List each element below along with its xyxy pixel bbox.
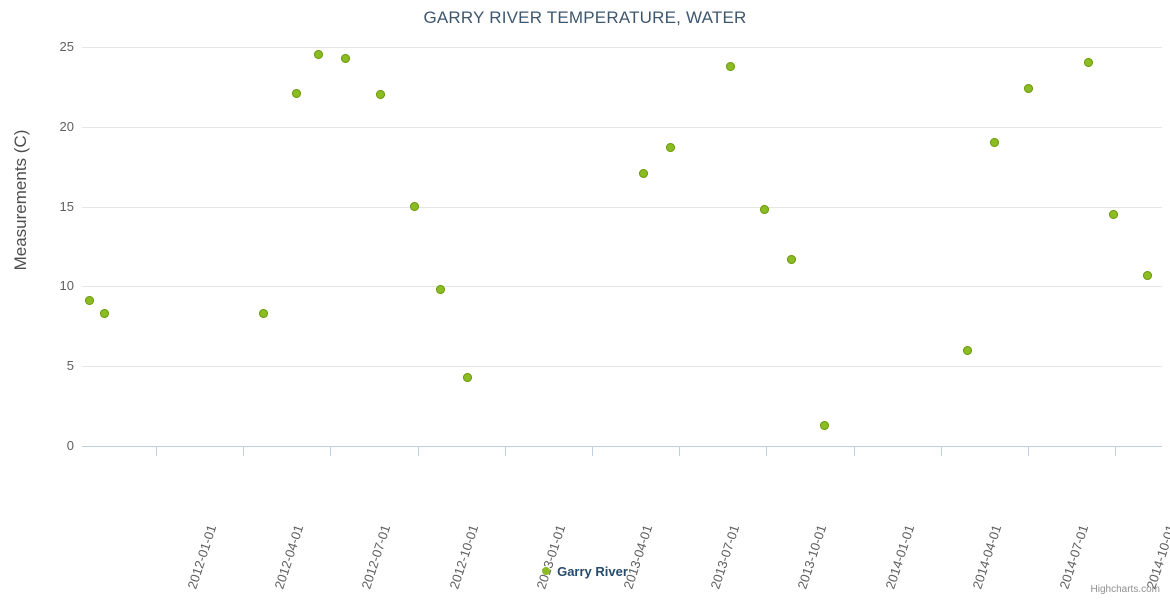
x-tick-mark <box>504 447 506 456</box>
x-tick-label: 2014-07-01 <box>1056 522 1092 591</box>
data-point[interactable] <box>638 168 648 178</box>
data-point[interactable] <box>1108 210 1118 220</box>
y-tick-label: 10 <box>59 278 74 294</box>
x-tick-mark <box>592 447 593 456</box>
data-point[interactable] <box>462 372 472 382</box>
chart-title: GARRY RIVER TEMPERATURE, WATER <box>423 8 747 27</box>
gridline <box>82 286 1162 288</box>
data-point[interactable] <box>435 285 445 295</box>
x-tick-mark <box>1028 447 1029 456</box>
data-point[interactable] <box>1023 83 1033 93</box>
data-point[interactable] <box>84 296 94 306</box>
gridline <box>82 126 1162 128</box>
y-tick-label: 15 <box>59 198 74 214</box>
data-point[interactable] <box>375 90 385 100</box>
gridline <box>82 47 1162 48</box>
chart-legend: Garry River <box>0 563 1170 579</box>
x-tick-mark <box>853 447 855 456</box>
data-point[interactable] <box>759 205 769 215</box>
data-point[interactable] <box>786 254 796 264</box>
data-point[interactable] <box>409 202 419 212</box>
data-point[interactable] <box>291 88 301 98</box>
x-axis-ticks <box>82 447 1162 457</box>
gridline <box>82 206 1162 208</box>
y-tick-label: 0 <box>66 438 74 453</box>
x-tick-mark <box>679 447 681 456</box>
data-point[interactable] <box>340 53 350 63</box>
x-tick-mark <box>243 447 245 456</box>
x-tick-label: 2014-04-01 <box>969 522 1005 591</box>
x-tick-label: 2013-10-01 <box>794 522 830 591</box>
x-tick-label: 2012-07-01 <box>358 522 394 591</box>
x-tick-mark <box>330 447 332 456</box>
data-point[interactable] <box>989 138 999 148</box>
x-tick-mark <box>766 447 768 456</box>
x-axis-tick-labels: 2012-01-01 2012-04-01 2012-07-01 2012-10-01… <box>82 460 1170 591</box>
y-tick-label: 25 <box>59 39 74 54</box>
x-tick-label: 2013-01-01 <box>533 522 569 591</box>
data-point[interactable] <box>1142 270 1152 280</box>
x-tick-label: 2014-10-01 <box>1143 522 1170 591</box>
data-point[interactable] <box>725 61 735 71</box>
plot-area <box>82 47 1162 447</box>
y-tick-label: 20 <box>59 118 74 134</box>
x-axis-line <box>82 446 1162 447</box>
y-axis-title: Measurements (C) <box>11 129 30 271</box>
legend-item[interactable]: Garry River <box>542 563 628 580</box>
data-point[interactable] <box>819 420 829 430</box>
data-point[interactable] <box>665 143 675 153</box>
legend-marker-icon <box>542 566 551 575</box>
x-tick-mark <box>940 447 942 456</box>
x-tick-mark <box>417 447 419 456</box>
legend-label: Garry River <box>557 564 628 580</box>
credits-label: Highcharts.com <box>1090 584 1160 595</box>
data-point[interactable] <box>962 345 972 355</box>
x-tick-label: 2014-01-01 <box>882 522 917 591</box>
x-tick-mark <box>1115 447 1117 456</box>
y-axis-tick-labels: 0 5 10 15 20 25 <box>30 40 74 452</box>
gridline <box>82 366 1162 368</box>
data-point[interactable] <box>99 309 109 319</box>
x-tick-label: 2012-04-01 <box>271 522 307 591</box>
x-tick-mark <box>156 447 157 456</box>
data-point[interactable] <box>1083 58 1093 68</box>
x-tick-label: 2012-01-01 <box>184 522 220 591</box>
x-tick-label: 2012-10-01 <box>446 522 481 591</box>
data-point[interactable] <box>313 50 323 60</box>
x-tick-label: 2013-04-01 <box>620 522 656 591</box>
x-tick-label: 2013-07-01 <box>707 522 743 591</box>
y-tick-label: 5 <box>66 358 74 374</box>
data-point[interactable] <box>258 309 268 319</box>
